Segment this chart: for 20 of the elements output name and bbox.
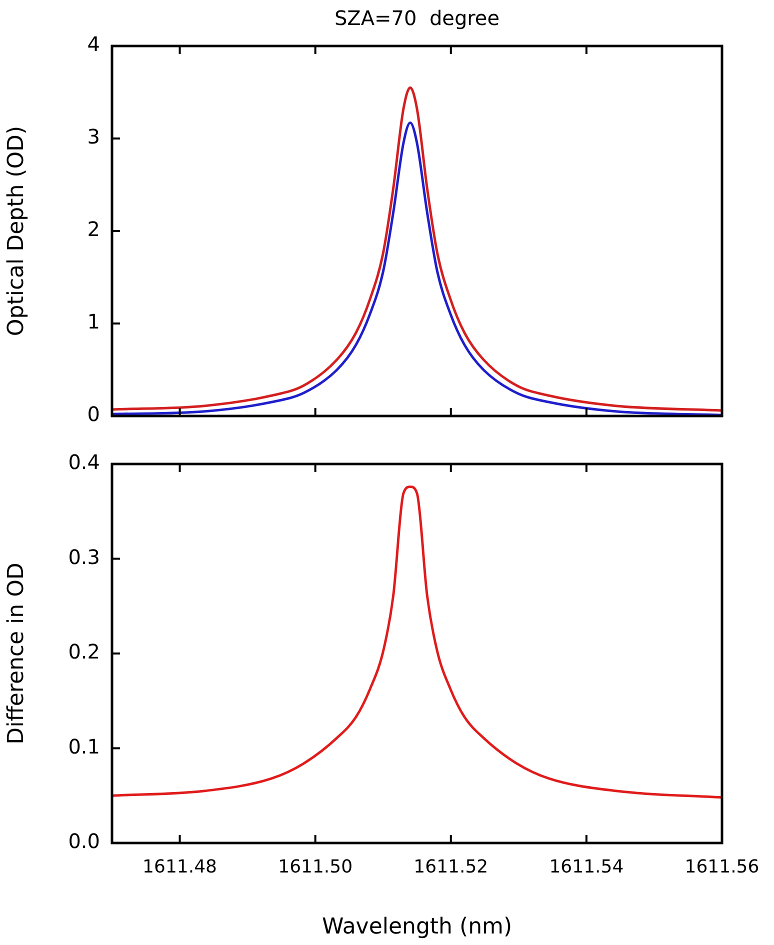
y-tick-label: 0.2 <box>68 640 100 664</box>
x-tick-label: 1611.50 <box>278 856 353 878</box>
y-tick-label: 1 <box>87 310 100 334</box>
y-tick-label: 0.1 <box>68 734 100 758</box>
y-tick-label: 3 <box>87 124 100 149</box>
y-axis-title: Difference in OD <box>4 562 29 744</box>
y-tick-label: 4 <box>87 32 100 56</box>
chart-title: SZA=70 degree <box>334 6 500 30</box>
line-series <box>112 485 722 799</box>
y-tick-label: 0.4 <box>68 450 100 474</box>
y-tick-label: 0.3 <box>68 544 100 569</box>
x-tick-label: 1611.54 <box>549 856 624 878</box>
y-axis-title: Optical Depth (OD) <box>4 126 29 336</box>
x-tick-label: 1611.52 <box>414 856 488 878</box>
x-tick-label: 1611.56 <box>684 856 760 878</box>
x-axis-title: Wavelength (nm) <box>322 914 512 940</box>
y-tick-label: 0.0 <box>68 829 100 854</box>
y-tick-label: 2 <box>87 217 100 242</box>
x-tick-label: 1611.48 <box>142 856 217 878</box>
y-tick-label: 0 <box>87 402 100 426</box>
